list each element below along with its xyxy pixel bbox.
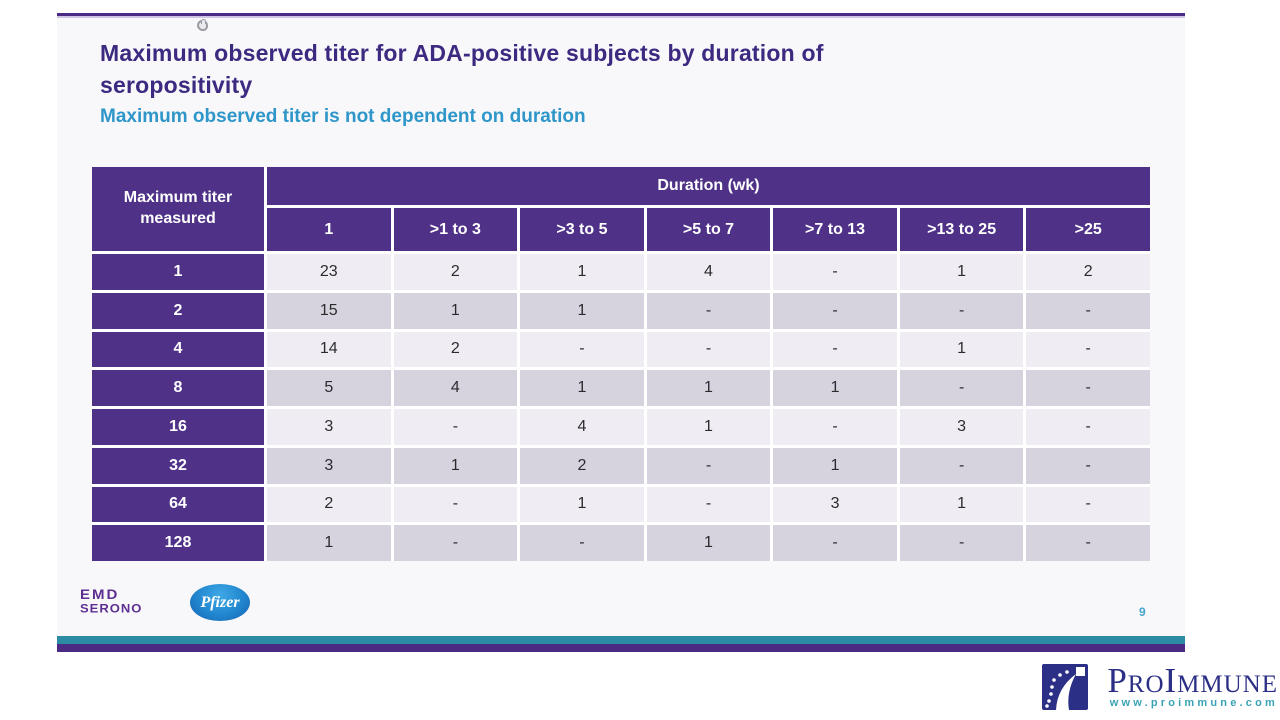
table-cell: -	[773, 254, 897, 290]
table-column-header: 1	[267, 208, 391, 251]
table-cell: 1	[520, 292, 644, 329]
table-cell: 3	[267, 447, 391, 484]
table-cell: 1	[393, 292, 518, 329]
table-row-label: 64	[92, 486, 264, 523]
table-cell: -	[899, 292, 1024, 329]
table-cell: -	[646, 331, 771, 368]
table-cell: -	[773, 331, 897, 368]
table-cell: 15	[267, 292, 391, 329]
slide-bottom-teal-bar	[57, 636, 1185, 644]
table-cell: 2	[267, 486, 391, 523]
table-cell: 4	[393, 370, 518, 406]
table-cell: -	[1026, 331, 1150, 368]
slide-subtitle: Maximum observed titer is not dependent …	[100, 106, 586, 127]
table-cell: -	[773, 525, 897, 561]
table-cell: 3	[899, 409, 1024, 445]
table-cell: 1	[520, 486, 644, 523]
table-cell: 1	[646, 370, 771, 406]
table-cell: 1	[267, 525, 391, 561]
table-cell: 5	[267, 370, 391, 406]
table-cell: 1	[520, 370, 644, 406]
table-cell: -	[393, 525, 518, 561]
slide-bottom-purple-bar	[57, 644, 1185, 652]
table-cell: 14	[267, 331, 391, 368]
table-column-header: >13 to 25	[899, 208, 1024, 251]
table-cell: 1	[520, 254, 644, 290]
table-row-label: 128	[92, 525, 264, 561]
table-cell: -	[646, 292, 771, 329]
table-cell: 3	[773, 486, 897, 523]
table-row-label: 16	[92, 409, 264, 445]
table-cell: 1	[773, 370, 897, 406]
table-cell: 23	[267, 254, 391, 290]
table-column-header: >7 to 13	[773, 208, 897, 251]
table-corner-header: Maximum titer measured	[92, 167, 264, 251]
pfizer-logo: Pfizer	[190, 584, 250, 621]
table-cell: 4	[520, 409, 644, 445]
table-row-label: 8	[92, 370, 264, 406]
table-cell: 1	[773, 447, 897, 484]
table-column-header: >5 to 7	[646, 208, 771, 251]
emd-serono-logo: EMD SERONO	[80, 588, 142, 615]
table-cell: 1	[899, 254, 1024, 290]
table-cell: -	[393, 409, 518, 445]
proimmune-url: www.proimmune.com	[1109, 697, 1278, 710]
table-cell: -	[520, 331, 644, 368]
table-cell: 2	[1026, 254, 1150, 290]
table-cell: 1	[646, 525, 771, 561]
table-cell: -	[1026, 409, 1150, 445]
table-cell: -	[1026, 370, 1150, 406]
slide-page-number: 9	[1139, 605, 1146, 619]
table-cell: -	[899, 447, 1024, 484]
table-cell: 1	[646, 409, 771, 445]
proimmune-text-block: ProImmune www.proimmune.com	[1088, 660, 1280, 710]
hand-cursor-icon	[197, 19, 208, 31]
slide-title: Maximum observed titer for ADA-positive …	[100, 38, 1060, 101]
table-group-header: Duration (wk)	[267, 167, 1150, 205]
emd-serono-logo-line2: SERONO	[80, 601, 143, 616]
titer-table: Maximum titer measured Duration (wk) 1 >1 t…	[92, 167, 1150, 561]
table-row-label: 2	[92, 292, 264, 329]
table-cell: -	[1026, 486, 1150, 523]
table-cell: -	[646, 447, 771, 484]
table-row-label: 4	[92, 331, 264, 368]
table-cell: -	[646, 486, 771, 523]
table-cell: 1	[899, 331, 1024, 368]
slide-top-accent-bar	[57, 13, 1185, 18]
table-cell: 2	[393, 254, 518, 290]
table-cell: -	[1026, 525, 1150, 561]
table-cell: -	[899, 370, 1024, 406]
table-column-header: >1 to 3	[393, 208, 518, 251]
emd-serono-logo-line1: EMD	[80, 586, 120, 603]
table-cell: -	[899, 525, 1024, 561]
table-cell: -	[1026, 292, 1150, 329]
presentation-slide: Maximum observed titer for ADA-positive …	[57, 13, 1185, 652]
table-row-label: 1	[92, 254, 264, 290]
table-cell: 4	[646, 254, 771, 290]
table-cell: -	[393, 486, 518, 523]
table-column-header: >3 to 5	[520, 208, 644, 251]
proimmune-logo-icon	[1042, 664, 1088, 710]
slide-title-line1: Maximum observed titer for ADA-positive …	[100, 40, 824, 66]
table-cell: -	[773, 292, 897, 329]
proimmune-name: ProImmune	[1107, 660, 1278, 700]
table-column-header: >25	[1026, 208, 1150, 251]
table-cell: -	[520, 525, 644, 561]
table-cell: 1	[393, 447, 518, 484]
table-cell: -	[773, 409, 897, 445]
table-cell: -	[1026, 447, 1150, 484]
proimmune-watermark: ProImmune www.proimmune.com	[1042, 658, 1280, 716]
table-cell: 2	[393, 331, 518, 368]
table-row-label: 32	[92, 447, 264, 484]
table-cell: 3	[267, 409, 391, 445]
table-cell: 1	[899, 486, 1024, 523]
pfizer-logo-label: Pfizer	[200, 593, 240, 611]
slide-title-line2: seropositivity	[100, 71, 253, 98]
table-cell: 2	[520, 447, 644, 484]
